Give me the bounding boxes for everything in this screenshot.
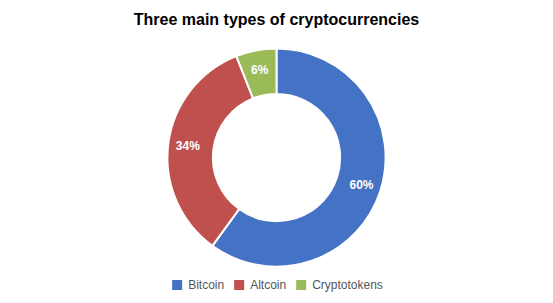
svg-text:34%: 34%: [176, 139, 200, 153]
svg-text:Three main types of cryptocurr: Three main types of cryptocurrencies: [134, 11, 420, 28]
svg-text:60%: 60%: [349, 178, 373, 192]
svg-text:Bitcoin: Bitcoin: [188, 278, 224, 292]
svg-text:6%: 6%: [251, 63, 269, 77]
svg-text:Altcoin: Altcoin: [250, 278, 286, 292]
svg-text:Cryptotokens: Cryptotokens: [312, 278, 383, 292]
